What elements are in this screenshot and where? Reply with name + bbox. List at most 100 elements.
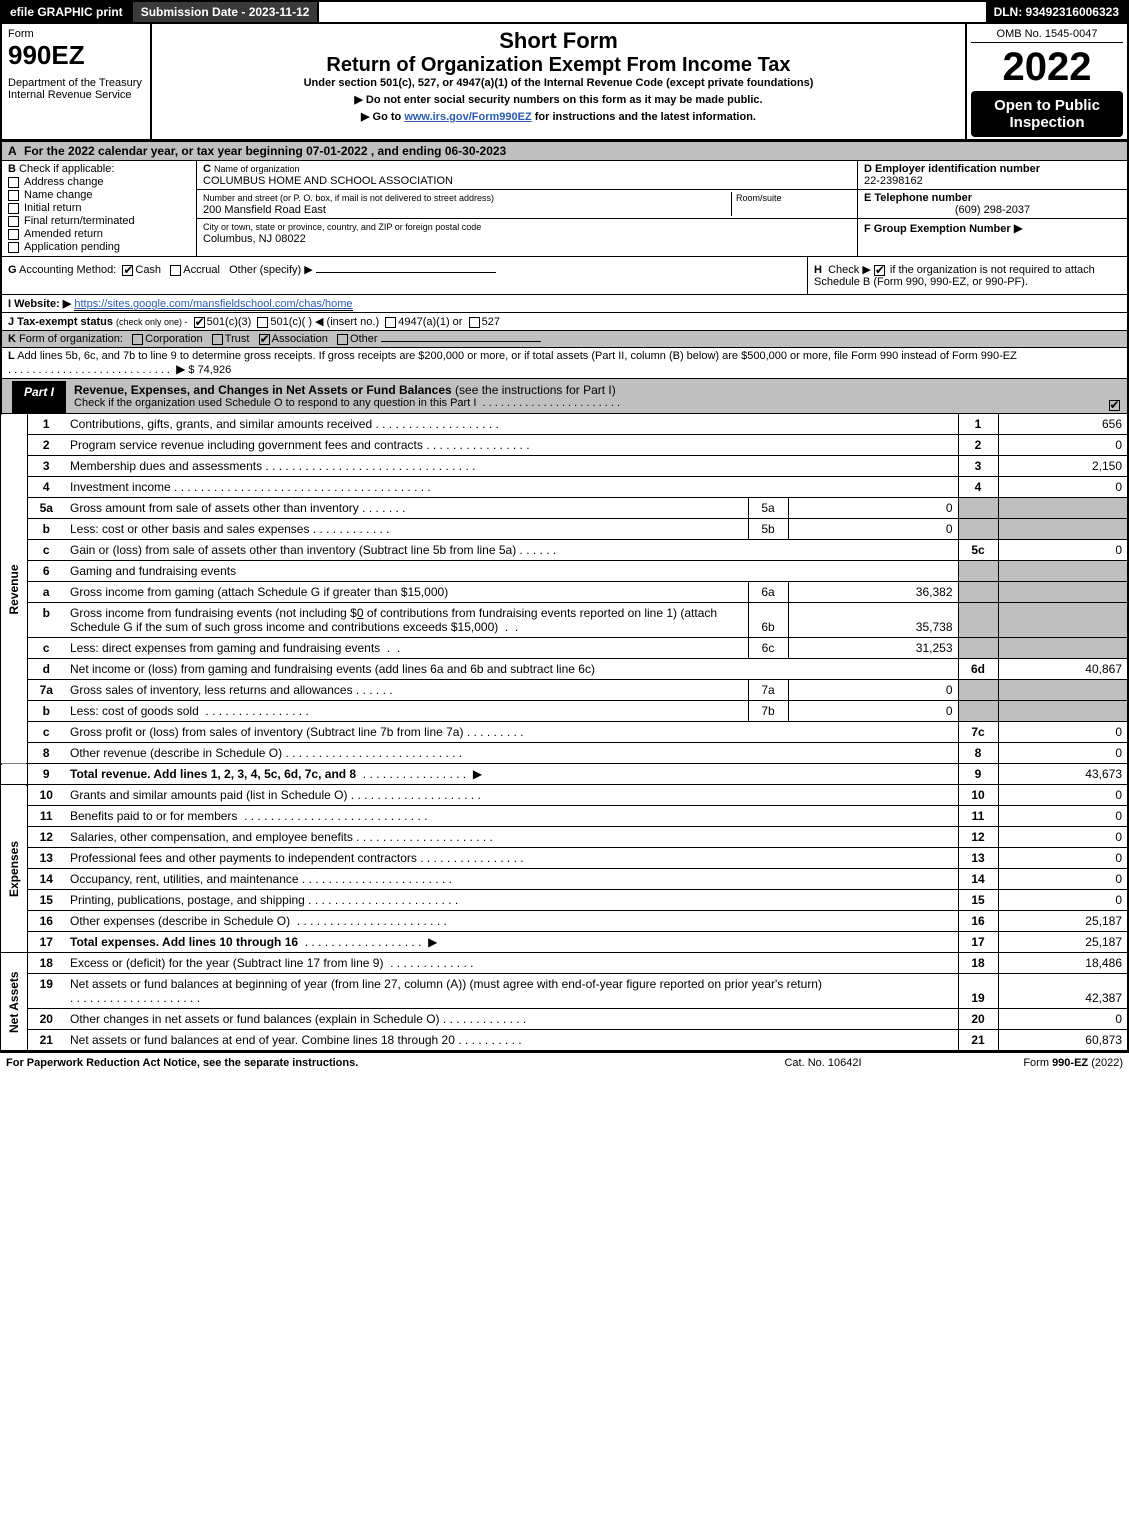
chk-other-org[interactable] [337,334,348,345]
table-row: 17 Total expenses. Add lines 10 through … [1,932,1128,953]
j-sub: (check only one) - [116,317,188,327]
subval: 31,253 [788,638,958,659]
line-numcol: 8 [958,743,998,764]
chk-initial-return[interactable] [8,203,19,214]
i-label: I Website: ▶ [8,298,71,310]
table-row: b Gross income from fundraising events (… [1,603,1128,638]
g-other-blank[interactable] [316,272,496,273]
chk-501c3[interactable] [194,317,205,328]
table-row: Net Assets 18 Excess or (deficit) for th… [1,953,1128,974]
line-numcol: 7c [958,722,998,743]
lineno: d [27,659,65,680]
line-desc: Gross sales of inventory, less returns a… [70,683,353,697]
k-text: Form of organization: [19,333,123,345]
row-a-label: A [8,144,17,158]
line-value: 18,486 [998,953,1128,974]
lineno: 8 [27,743,65,764]
org-name: COLUMBUS HOME AND SCHOOL ASSOCIATION [203,175,453,187]
line-numcol: 20 [958,1009,998,1030]
chk-4947[interactable] [385,317,396,328]
line-desc: Excess or (deficit) for the year (Subtra… [70,956,383,970]
chk-accrual[interactable] [170,265,181,276]
line-desc: Gross income from gaming (attach Schedul… [70,585,448,599]
chk-final-return[interactable] [8,216,19,227]
line-desc: Net assets or fund balances at end of ye… [70,1033,455,1047]
section-h: H Check ▶ if the organization is not req… [807,257,1127,294]
subcol: 6c [748,638,788,659]
row-a-text: For the 2022 calendar year, or tax year … [24,144,506,158]
form-header-left: Form 990EZ Department of the Treasury In… [2,24,152,139]
l-value: $ 74,926 [188,364,231,376]
line-numcol: 9 [958,764,998,785]
chk-schedule-o-part1[interactable] [1109,400,1120,411]
subcol: 5b [748,519,788,540]
shade-cell [958,519,998,540]
chk-501c[interactable] [257,317,268,328]
d-label: D Employer identification number [864,163,1040,175]
sidecat-netassets: Net Assets [1,953,27,1051]
footer-left: For Paperwork Reduction Act Notice, see … [6,1057,723,1069]
table-row: c Less: direct expenses from gaming and … [1,638,1128,659]
chk-address-change[interactable] [8,177,19,188]
chk-corporation[interactable] [132,334,143,345]
website-link[interactable]: https://sites.google.com/mansfieldschool… [74,298,352,311]
k-other-blank[interactable] [381,341,541,342]
chk-name-change[interactable] [8,190,19,201]
section-c: C Name of organization COLUMBUS HOME AND… [197,161,857,256]
instruction-2: ▶ Go to www.irs.gov/Form990EZ for instru… [158,110,959,123]
line-value: 0 [998,848,1128,869]
opt-address-change: Address change [24,176,104,188]
line-desc: Net assets or fund balances at beginning… [70,977,822,991]
g-label: G [8,264,17,276]
efile-print-label[interactable]: efile GRAPHIC print [2,2,133,22]
lineno: 6 [27,561,65,582]
chk-trust[interactable] [212,334,223,345]
tax-year: 2022 [971,43,1123,91]
k-label: K [8,333,16,345]
line-desc: Less: cost of goods sold [70,704,199,718]
line-desc: Gross amount from sale of assets other t… [70,501,359,515]
l6b-pre: Gross income from fundraising events (no… [70,606,357,620]
form-header: Form 990EZ Department of the Treasury In… [0,24,1129,142]
line-desc: Membership dues and assessments [70,459,262,473]
subtitle: Under section 501(c), 527, or 4947(a)(1)… [158,77,959,89]
table-row: 13 Professional fees and other payments … [1,848,1128,869]
part-1-tab: Part I [12,381,66,413]
main-title: Return of Organization Exempt From Incom… [158,54,959,77]
line-numcol: 16 [958,911,998,932]
chk-application-pending[interactable] [8,242,19,253]
ein-value: 22-2398162 [864,175,923,187]
chk-association[interactable] [259,334,270,345]
chk-schedule-b[interactable] [874,265,885,276]
line-value: 0 [998,827,1128,848]
section-g: G Accounting Method: Cash Accrual Other … [2,257,807,294]
line-desc-bold: Total revenue. Add lines 1, 2, 3, 4, 5c,… [70,767,356,781]
line-numcol: 21 [958,1030,998,1051]
table-row: 2 Program service revenue including gove… [1,435,1128,456]
chk-amended-return[interactable] [8,229,19,240]
h-text-pre: Check ▶ [828,264,874,276]
line-desc: Benefits paid to or for members [70,809,237,823]
line-value: 0 [998,785,1128,806]
section-b-left: B Check if applicable: Address change Na… [2,161,197,256]
shade-cell [958,498,998,519]
section-i: I Website: ▶ https://sites.google.com/ma… [0,295,1129,313]
part-1-header: Part I Revenue, Expenses, and Changes in… [0,379,1129,414]
c-city-hdr: City or town, state or province, country… [203,222,481,232]
lineno: b [27,701,65,722]
j-4947: 4947(a)(1) or [398,316,462,328]
opt-application-pending: Application pending [24,241,120,253]
shade-cell [998,603,1128,638]
chk-cash[interactable] [122,265,133,276]
line-desc: Gain or (loss) from sale of assets other… [70,543,516,557]
chk-527[interactable] [469,317,480,328]
lineno: 17 [27,932,65,953]
lineno: c [27,722,65,743]
arrow-icon: ▶ [473,767,482,781]
line-desc: Less: cost or other basis and sales expe… [70,522,309,536]
g-cash: Cash [135,264,161,276]
line-numcol: 14 [958,869,998,890]
irs-link[interactable]: www.irs.gov/Form990EZ [404,111,531,123]
lineno: 2 [27,435,65,456]
shade-cell [998,582,1128,603]
